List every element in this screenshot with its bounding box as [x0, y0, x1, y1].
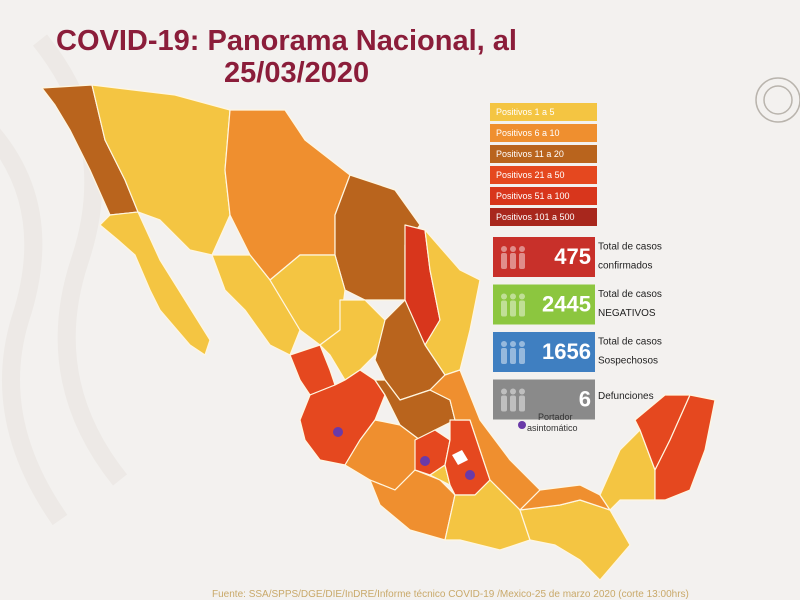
- icon-head: [501, 388, 507, 395]
- icon-body: [501, 300, 507, 317]
- note-line: Portador: [538, 412, 573, 422]
- icon-head: [510, 388, 516, 395]
- legend-swatch: [490, 208, 597, 226]
- state: [334, 174, 421, 301]
- icon-body: [501, 348, 507, 364]
- motif-curve: [0, 128, 68, 526]
- legend: Positivos 1 a 5 Positivos 6 a 10 Positivos…: [490, 103, 597, 226]
- icon-body: [519, 348, 525, 364]
- icon-head: [501, 246, 507, 252]
- logo-ring: [755, 77, 800, 123]
- stat-label: Total de casos: [598, 289, 662, 300]
- asymptomatic-marker: [420, 456, 430, 466]
- stat-people-icon: [501, 341, 525, 364]
- note-marker: [518, 421, 526, 429]
- icon-head: [510, 341, 516, 347]
- stat-label: Total de casos: [598, 242, 662, 253]
- stat-value: 1656: [542, 339, 591, 364]
- logo-ring: [763, 85, 793, 115]
- icon-head: [510, 293, 516, 300]
- legend-swatch: [490, 166, 597, 184]
- state: [519, 484, 611, 511]
- icon-body: [510, 253, 516, 269]
- icon-body: [519, 395, 525, 412]
- stat-people-icon: [501, 388, 525, 412]
- legend-label: Positivos 11 a 20: [496, 149, 564, 159]
- icon-head: [501, 293, 507, 300]
- icon-head: [519, 293, 525, 300]
- map: [41, 84, 716, 581]
- icon-body: [501, 253, 507, 269]
- icon-body: [501, 395, 507, 412]
- stat-label: NEGATIVOS: [598, 308, 656, 319]
- note-line: asintomático: [527, 423, 578, 433]
- stat-box: [493, 379, 595, 420]
- cdmx: [452, 450, 468, 465]
- icon-body: [510, 395, 516, 412]
- stat-value: 6: [579, 386, 591, 411]
- icon-head: [519, 246, 525, 252]
- source: Fuente: SSA/SPPS/DGE/DIE/InDRE/Informe t…: [212, 589, 689, 600]
- legend-swatch: [490, 124, 597, 142]
- stat-label: Defunciones: [598, 391, 654, 402]
- stats: 475 Total de casos confirmados 2445 Total de…: [493, 237, 662, 420]
- stat-people-icon: [501, 246, 525, 269]
- legend-label: Positivos 101 a 500: [496, 212, 575, 222]
- icon-head: [519, 388, 525, 395]
- state: [91, 84, 231, 256]
- stat-label: Total de casos: [598, 337, 662, 348]
- stat-box: [493, 332, 595, 372]
- logo: [755, 77, 800, 123]
- icon-head: [510, 246, 516, 252]
- stat-box: [493, 284, 595, 325]
- legend-label: Positivos 6 a 10: [496, 128, 560, 138]
- legend-label: Positivos 51 a 100: [496, 191, 570, 201]
- stat-box: [493, 237, 595, 277]
- stat-value: 2445: [542, 291, 591, 316]
- stat-value: 475: [554, 244, 591, 269]
- icon-body: [510, 348, 516, 364]
- icon-head: [501, 341, 507, 347]
- icon-body: [519, 253, 525, 269]
- icon-body: [510, 300, 516, 317]
- legend-label: Positivos 1 a 5: [496, 107, 555, 117]
- icon-body: [519, 300, 525, 317]
- asymptomatic-marker: [465, 470, 475, 480]
- asymptomatic-marker: [333, 427, 343, 437]
- stat-label: confirmados: [598, 261, 652, 272]
- state: [99, 211, 211, 356]
- legend-swatch: [490, 187, 597, 205]
- stat-people-icon: [501, 293, 525, 317]
- title-line: COVID-19: Panorama Nacional, al: [56, 25, 517, 57]
- title-line: 25/03/2020: [224, 57, 369, 89]
- legend-swatch: [490, 103, 597, 121]
- state: [654, 394, 716, 501]
- legend-swatch: [490, 145, 597, 163]
- stat-label: Sospechosos: [598, 356, 658, 367]
- legend-label: Positivos 21 a 50: [496, 170, 565, 180]
- icon-head: [519, 341, 525, 347]
